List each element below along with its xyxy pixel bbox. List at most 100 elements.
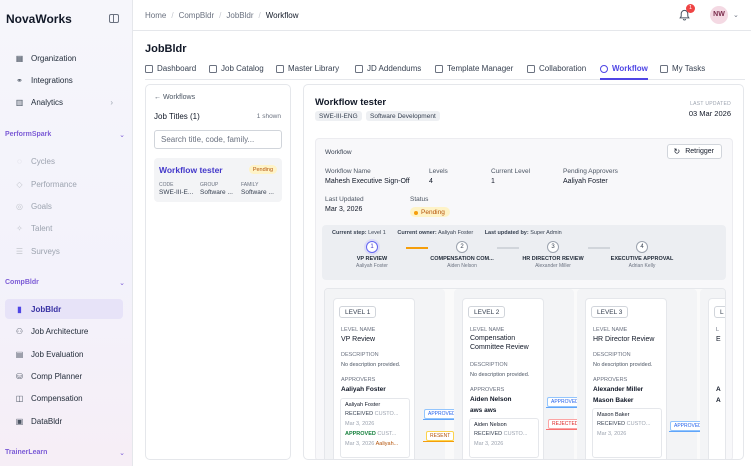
money-icon: ◫: [15, 393, 24, 403]
tab-template-manager[interactable]: Template Manager: [435, 64, 513, 73]
tab-master-library[interactable]: Master Library: [276, 64, 339, 73]
level-lane-2: LEVEL 2 LEVEL NAME Compensation Committe…: [454, 289, 574, 459]
resent-arrow: [423, 441, 455, 442]
sidebar-item-performance[interactable]: ◇ Performance: [5, 174, 123, 194]
step-connector: [497, 247, 519, 249]
code-value: SWE-III-E...: [159, 189, 194, 196]
level-pill: L: [714, 306, 725, 318]
level-name-value: HR Director Review: [593, 336, 655, 343]
received-type: CUSTO...: [374, 411, 399, 417]
section-label: PerformSpark: [5, 131, 52, 138]
history-received-date: Mar 3, 2026: [474, 441, 504, 447]
step-number: 1: [366, 241, 378, 253]
last-updated-by-value: Super Admin: [530, 230, 562, 236]
job-card[interactable]: Workflow tester Pending CODE GROUP FAMIL…: [154, 158, 282, 202]
sidebar-item-job-evaluation[interactable]: ▤ Job Evaluation: [5, 344, 123, 364]
levels-label: Levels: [429, 168, 448, 175]
workflow-title: Workflow tester: [315, 97, 387, 108]
job-card-title: Workflow tester: [159, 165, 223, 175]
step-number: 4: [636, 241, 648, 253]
step-connector: [406, 247, 428, 249]
received-type: CUSTO...: [503, 431, 528, 437]
current-level-label: Current Level: [491, 168, 531, 175]
avatar[interactable]: NW: [710, 6, 728, 24]
last-updated-label: LAST UPDATED: [690, 101, 731, 107]
sidebar-item-job-architecture[interactable]: ⚇ Job Architecture: [5, 321, 123, 341]
step-3[interactable]: 3 HR DIRECTOR REVIEW Alexander Miller: [511, 241, 595, 269]
step-connector: [588, 247, 610, 249]
family-label: FAMILY: [241, 182, 259, 188]
search-input[interactable]: [154, 130, 282, 149]
approvers-label: APPROVERS: [470, 387, 505, 393]
library-icon: [276, 64, 284, 73]
workflow-box: Workflow ↻ Retrigger Workflow Name Mahesh…: [315, 138, 733, 459]
job-titles-panel: ← Workflows Job Titles (1) 1 shown Workf…: [145, 84, 291, 460]
sidebar-item-surveys[interactable]: ☰ Surveys: [5, 241, 123, 261]
last-updated-field-label: Last Updated: [325, 196, 364, 203]
section-compbldr[interactable]: CompBldr ⌄: [5, 279, 125, 287]
tab-job-catalog[interactable]: Job Catalog: [209, 64, 264, 73]
tab-workflow[interactable]: Workflow: [600, 64, 648, 73]
breadcrumb-home[interactable]: Home: [145, 11, 167, 20]
group-label: GROUP: [200, 182, 219, 188]
chevron-down-icon[interactable]: ⌄: [733, 12, 739, 19]
approvers-label: APPROVERS: [593, 377, 628, 383]
sidebar-item-analytics[interactable]: ▥ Analytics ›: [5, 92, 123, 112]
retrigger-button[interactable]: ↻ Retrigger: [666, 144, 722, 159]
coins-icon: ⛁: [16, 371, 23, 381]
sidebar-item-organization[interactable]: ▦ Organization: [5, 48, 123, 68]
tab-my-tasks[interactable]: My Tasks: [660, 64, 705, 73]
tab-jd-addendums[interactable]: JD Addendums: [355, 64, 421, 73]
briefcase-icon: [209, 64, 217, 73]
sidebar-item-talent[interactable]: ✧ Talent: [5, 218, 123, 238]
section-trainerlearn[interactable]: TrainerLearn ⌄: [5, 449, 125, 457]
approver-name: Aaliyah Foster: [341, 386, 386, 393]
tab-dashboard[interactable]: Dashboard: [145, 64, 196, 73]
workflow-detail-panel: Workflow tester SWE-III-ENG Software Dev…: [303, 84, 744, 460]
step-4[interactable]: 4 EXECUTIVE APPROVAL Adrian Kelly: [600, 241, 684, 269]
sidebar-item-compensation[interactable]: ◫ Compensation: [5, 388, 123, 408]
level-pill: LEVEL 2: [468, 306, 506, 318]
sidebar-item-databldr[interactable]: ▣ DataBldr: [5, 411, 123, 431]
history-name: Aaliyah Foster: [345, 402, 381, 408]
sidebar-item-label: Integrations: [31, 75, 73, 85]
sidebar-item-cycles[interactable]: ◌ Cycles: [5, 151, 123, 171]
sidebar-item-label: Compensation: [31, 393, 83, 403]
step-2[interactable]: 2 COMPENSATION COM... Aiden Nelson: [420, 241, 504, 269]
current-owner-label: Current owner:: [397, 230, 437, 236]
step-name: COMPENSATION COM...: [430, 256, 494, 262]
sidebar-collapse-icon[interactable]: [109, 14, 119, 23]
step-number: 3: [547, 241, 559, 253]
family-value: Software ...: [241, 189, 274, 196]
sidebar-item-comp-planner[interactable]: ⛁ Comp Planner: [5, 366, 123, 386]
diamond-icon: ◇: [16, 179, 23, 189]
breadcrumb-compbldr[interactable]: CompBldr: [178, 11, 215, 20]
tab-collaboration[interactable]: Collaboration: [527, 64, 586, 73]
grid-icon: ▦: [15, 53, 24, 63]
received-label: RECEIVED: [597, 421, 626, 427]
chat-icon: [527, 64, 535, 73]
active-tab-indicator: [600, 78, 648, 80]
sidebar-item-goals[interactable]: ◎ Goals: [5, 196, 123, 216]
pending-approvers-value: Aaliyah Foster: [563, 178, 608, 185]
sidebar-item-label: Cycles: [31, 156, 56, 166]
history-approved-date: Mar 3, 2026 Aaliyah...: [345, 441, 398, 447]
workflow-name-label: Workflow Name: [325, 168, 371, 175]
received-label: RECEIVED: [474, 431, 503, 437]
step-1[interactable]: 1 VP REVIEW Aaliyah Foster: [330, 241, 414, 269]
sidebar-item-integrations[interactable]: ⚭ Integrations: [5, 70, 123, 90]
back-to-workflows-link[interactable]: ← Workflows: [154, 94, 196, 101]
step-name: HR DIRECTOR REVIEW: [522, 256, 584, 262]
refresh-icon: ↻: [673, 147, 681, 156]
section-performspark[interactable]: PerformSpark ⌄: [5, 131, 125, 139]
target-icon: ◎: [16, 201, 23, 211]
notification-badge: 1: [686, 4, 695, 13]
breadcrumb-jobbldr[interactable]: JobBldr: [226, 11, 254, 20]
rejected-arrow: [546, 429, 582, 430]
history-received-date: Mar 3, 2026: [597, 431, 627, 437]
cycle-icon: ◌: [17, 156, 22, 166]
workflow-name-value: Mahesh Executive Sign-Off: [325, 178, 410, 185]
sidebar-item-label: Job Evaluation: [31, 349, 84, 359]
sidebar-item-jobbldr[interactable]: ▮ JobBldr: [5, 299, 123, 319]
level-pill: LEVEL 1: [339, 306, 377, 318]
